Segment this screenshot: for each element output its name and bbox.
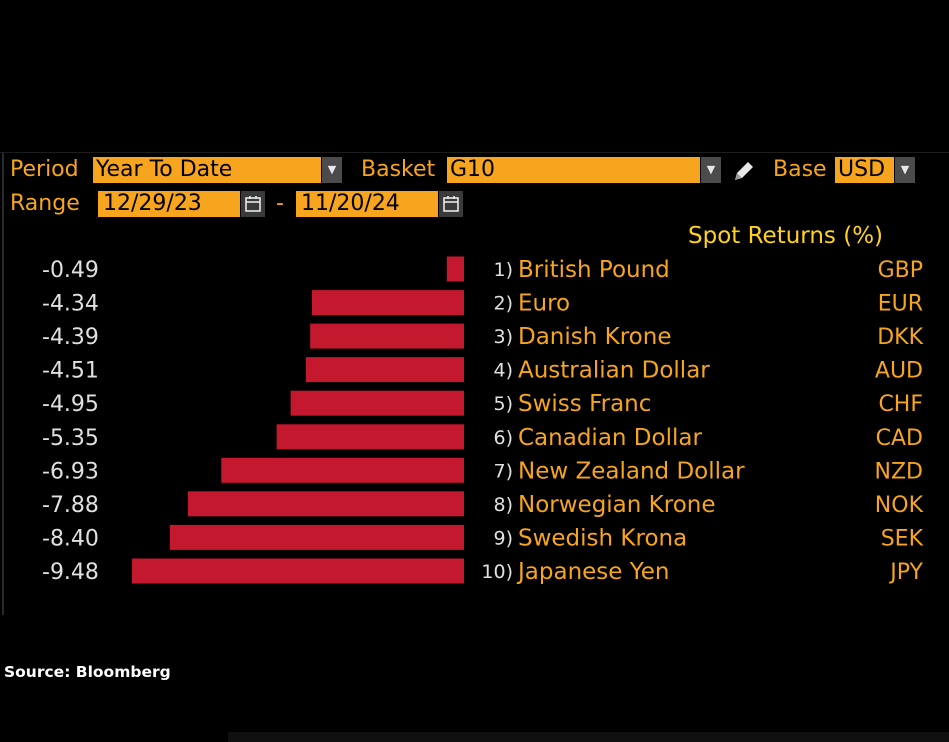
bar [221,457,464,483]
rank-label: 7) [493,460,513,482]
basket-label: Basket [361,157,436,182]
rank-label: 5) [493,393,513,415]
currency-name: Australian Dollar [518,358,710,384]
bar [132,558,464,584]
currency-code: NZD [875,459,923,484]
value-label: -0.49 [42,258,99,283]
value-label: -9.48 [42,560,99,585]
currency-code: GBP [878,258,923,283]
period-dropdown[interactable]: Year To Date [93,157,321,183]
currency-code: AUD [875,359,923,384]
rank-label: 1) [493,259,513,281]
bar [312,290,464,316]
range-start-input[interactable]: 12/29/23 [98,191,240,217]
currency-name: Norwegian Krone [518,492,716,518]
chart-title: Spot Returns (%) [688,223,884,249]
currency-code: DKK [877,325,923,350]
rank-label: 2) [493,293,513,315]
currency-code: CHF [878,392,923,417]
value-label: -8.40 [42,526,99,551]
base-label: Base [773,157,827,182]
chevron-down-icon[interactable]: ▼ [322,157,342,183]
value-label: -7.88 [42,493,99,518]
value-label: -4.39 [42,325,99,350]
bar [310,323,464,349]
currency-name: Swiss Franc [518,391,651,417]
value-label: -4.34 [42,292,99,317]
basket-dropdown[interactable]: G10 [447,157,700,183]
bar [169,524,465,550]
rank-label: 4) [493,360,513,382]
rank-label: 8) [493,494,513,516]
pencil-icon[interactable] [731,158,757,184]
period-label: Period [10,157,79,182]
bottom-status-bar [228,732,949,742]
value-label: -4.51 [42,359,99,384]
currency-code: NOK [875,493,924,518]
currency-code: EUR [878,292,923,317]
currency-name: Canadian Dollar [518,425,702,451]
currency-code: CAD [876,426,923,451]
rank-label: 9) [493,527,513,549]
bar [290,390,464,416]
calendar-icon[interactable] [241,191,265,217]
chevron-down-icon[interactable]: ▼ [895,157,915,183]
base-currency-dropdown[interactable]: USD [835,157,894,183]
rank-label: 10) [481,561,513,583]
currency-name: British Pound [518,257,670,283]
bar [276,424,464,450]
currency-name: New Zealand Dollar [518,458,745,484]
bar [446,256,464,282]
source-note: Source: Bloomberg [4,663,171,681]
bar [188,491,464,517]
currency-name: Danish Krone [518,324,671,350]
rank-label: 6) [493,427,513,449]
range-label: Range [10,191,80,216]
currency-name: Japanese Yen [516,559,669,585]
range-end-input[interactable]: 11/20/24 [296,191,438,217]
currency-name: Euro [518,291,570,317]
chevron-down-icon[interactable]: ▼ [701,157,721,183]
bar [306,357,464,383]
currency-name: Swedish Krona [518,525,687,551]
left-edge-rule [2,153,4,615]
range-separator: - [276,191,284,216]
currency-code: SEK [881,526,924,551]
currency-code: JPY [888,560,923,585]
value-label: -4.95 [42,392,99,417]
calendar-icon[interactable] [439,191,463,217]
header-top-divider [0,152,949,153]
value-label: -6.93 [42,459,99,484]
value-label: -5.35 [42,426,99,451]
rank-label: 3) [493,326,513,348]
